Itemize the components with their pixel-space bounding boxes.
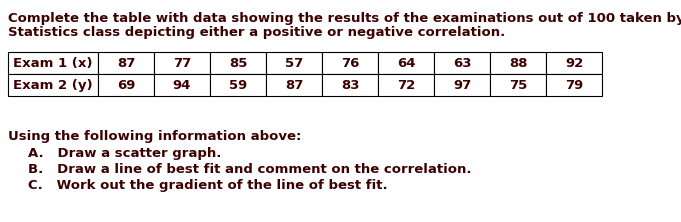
Text: 83: 83 — [340, 79, 360, 91]
Bar — [8, 74, 98, 96]
Text: 69: 69 — [117, 79, 136, 91]
Bar — [546, 52, 602, 74]
Bar — [154, 74, 210, 96]
Bar — [434, 52, 490, 74]
Bar — [210, 52, 266, 74]
Text: 94: 94 — [173, 79, 191, 91]
Text: 87: 87 — [285, 79, 303, 91]
Bar — [378, 52, 434, 74]
Bar — [8, 52, 98, 74]
Text: C.   Work out the gradient of the line of best fit.: C. Work out the gradient of the line of … — [28, 179, 387, 192]
Bar — [490, 52, 546, 74]
Text: Using the following information above:: Using the following information above: — [8, 130, 302, 143]
Text: Exam 1 (x): Exam 1 (x) — [13, 57, 93, 69]
Bar — [434, 74, 490, 96]
Bar — [266, 74, 322, 96]
Text: 75: 75 — [509, 79, 527, 91]
Bar — [210, 74, 266, 96]
Bar — [546, 74, 602, 96]
Text: B.   Draw a line of best fit and comment on the correlation.: B. Draw a line of best fit and comment o… — [28, 163, 471, 176]
Bar — [154, 52, 210, 74]
Text: 87: 87 — [117, 57, 136, 69]
Text: 79: 79 — [565, 79, 583, 91]
Text: 77: 77 — [173, 57, 191, 69]
Text: A.   Draw a scatter graph.: A. Draw a scatter graph. — [28, 147, 221, 160]
Bar — [322, 52, 378, 74]
Text: 97: 97 — [453, 79, 471, 91]
Bar — [98, 74, 154, 96]
Text: Exam 2 (y): Exam 2 (y) — [13, 79, 93, 91]
Bar — [322, 74, 378, 96]
Text: 59: 59 — [229, 79, 247, 91]
Text: 92: 92 — [565, 57, 583, 69]
Text: Complete the table with data showing the results of the examinations out of 100 : Complete the table with data showing the… — [8, 12, 681, 25]
Text: 76: 76 — [340, 57, 359, 69]
Text: 64: 64 — [397, 57, 415, 69]
Text: 57: 57 — [285, 57, 303, 69]
Bar — [266, 52, 322, 74]
Text: 88: 88 — [509, 57, 527, 69]
Bar — [490, 74, 546, 96]
Bar — [378, 74, 434, 96]
Text: Statistics class depicting either a positive or negative correlation.: Statistics class depicting either a posi… — [8, 26, 505, 39]
Text: 85: 85 — [229, 57, 247, 69]
Text: 63: 63 — [453, 57, 471, 69]
Bar — [98, 52, 154, 74]
Text: 72: 72 — [397, 79, 415, 91]
